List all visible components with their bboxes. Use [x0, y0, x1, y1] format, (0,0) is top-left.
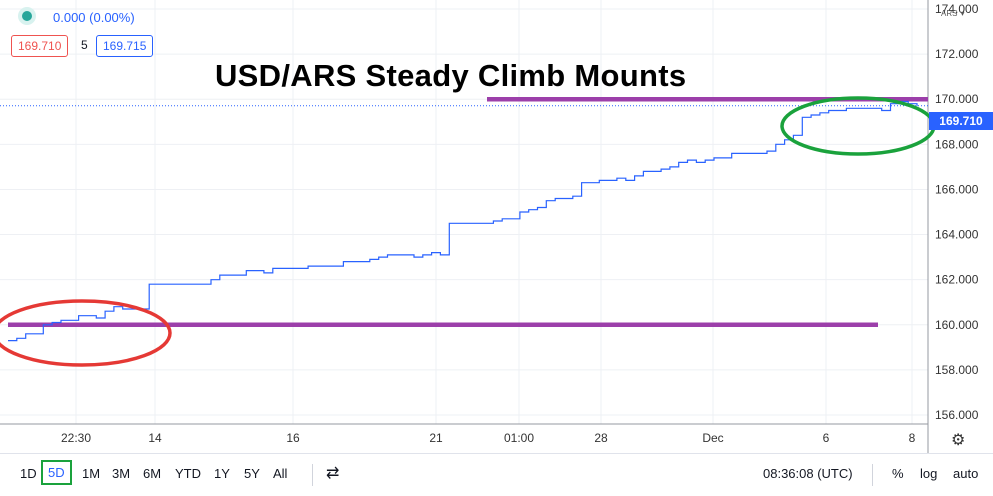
range-ytd-button[interactable]: YTD [175, 466, 201, 481]
last-price-label: 169.710 [929, 112, 993, 130]
x-tick-label: 14 [148, 431, 162, 445]
compare-icon[interactable]: ⇄ [326, 465, 340, 482]
currency-selector[interactable]: ARS ▾ [938, 7, 964, 19]
price-axis[interactable]: 156.000 158.000 160.000 162.000 164.000 166.0… [935, 2, 979, 422]
range-1y-button[interactable]: 1Y [214, 466, 230, 481]
price-chart[interactable]: 156.000 158.000 160.000 162.000 164.000 166.0… [0, 0, 993, 453]
toolbar-divider [312, 464, 313, 486]
green-circle-annotation [780, 96, 936, 156]
status-dot-icon [22, 11, 32, 21]
y-tick-label: 162.000 [935, 273, 979, 287]
price-change: 0.000 (0.00%) [53, 10, 135, 25]
percent-scale-button[interactable]: % [892, 466, 904, 481]
headline-title: USD/ARS Steady Climb Mounts [215, 58, 687, 93]
range-3m-button[interactable]: 3M [112, 466, 131, 481]
time-axis[interactable]: 22:30 14 16 21 01:00 28 Dec 6 8 [61, 431, 916, 445]
spread-value: 5 [81, 38, 88, 52]
currency-label: ARS [941, 9, 958, 18]
auto-scale-button[interactable]: auto [953, 466, 979, 481]
range-1d-button[interactable]: 1D [20, 466, 37, 481]
bid-price-button[interactable]: 169.710 [11, 35, 69, 57]
grid [0, 0, 928, 424]
y-tick-label: 170.000 [935, 92, 979, 106]
support-resistance-lines[interactable] [8, 96, 928, 328]
range-5y-button[interactable]: 5Y [244, 466, 260, 481]
range-5d-button[interactable]: 5D [41, 460, 72, 485]
x-tick-label: Dec [702, 431, 723, 445]
y-tick-label: 158.000 [935, 363, 979, 377]
log-scale-button[interactable]: log [920, 466, 938, 481]
price-series-line [8, 100, 918, 342]
range-all-button[interactable]: All [273, 466, 288, 481]
y-tick-label: 172.000 [935, 47, 979, 61]
y-tick-label: 160.000 [935, 318, 979, 332]
x-tick-label: 6 [823, 431, 830, 445]
y-tick-label: 174.000 [935, 2, 979, 16]
x-tick-label: 22:30 [61, 431, 91, 445]
x-tick-label: 01:00 [504, 431, 534, 445]
bottom-toolbar: 1D 5D 1M 3M 6M YTD 1Y 5Y All ⇄ 08:36:08 … [0, 453, 993, 496]
y-tick-label: 156.000 [935, 408, 979, 422]
utc-clock: 08:36:08 (UTC) [763, 466, 853, 481]
x-tick-label: 8 [909, 431, 916, 445]
chevron-down-icon: ▾ [960, 9, 965, 18]
x-tick-label: 21 [429, 431, 443, 445]
range-6m-button[interactable]: 6M [143, 466, 162, 481]
x-tick-label: 16 [286, 431, 300, 445]
x-tick-label: 28 [594, 431, 608, 445]
y-tick-label: 166.000 [935, 182, 979, 196]
toolbar-divider [872, 464, 873, 486]
y-tick-label: 168.000 [935, 137, 979, 151]
gear-icon[interactable]: ⚙ [951, 432, 966, 449]
ask-price-button[interactable]: 169.715 [96, 35, 154, 57]
red-circle-annotation [0, 299, 172, 367]
y-tick-label: 164.000 [935, 228, 979, 242]
range-1m-button[interactable]: 1M [82, 466, 101, 481]
